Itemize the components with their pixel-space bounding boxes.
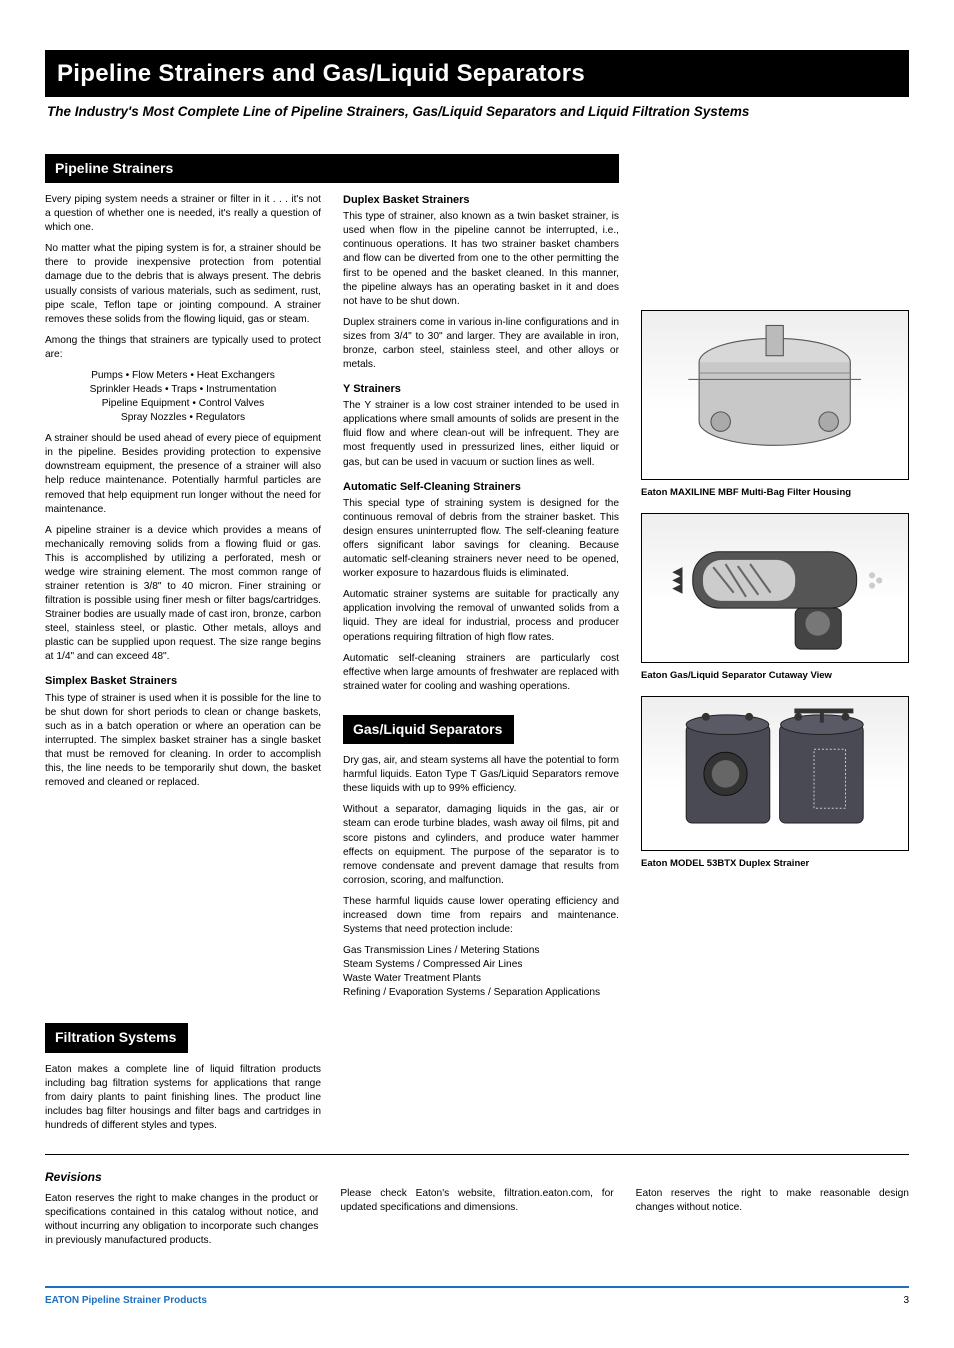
col: Revisions Eaton reserves the right to ma… (45, 1165, 318, 1254)
page-title-bar: Pipeline Strainers and Gas/Liquid Separa… (45, 50, 909, 97)
section-separators: Gas/Liquid Separators (343, 715, 514, 744)
para: This type of strainer is used when it is… (45, 692, 321, 791)
page-number: 3 (903, 1294, 909, 1308)
divider (45, 1154, 909, 1155)
figure-caption: Eaton Gas/Liquid Separator Cutaway View (641, 669, 909, 682)
para: A pipeline strainer is a device which pr… (45, 524, 321, 665)
heading-y: Y Strainers (343, 382, 619, 397)
page-subtitle: The Industry's Most Complete Line of Pip… (45, 103, 909, 122)
col-right: Duplex Basket Strainers This type of str… (343, 193, 619, 1007)
para: Without a separator, damaging liquids in… (343, 803, 619, 887)
figure-caption: Eaton MAXILINE MBF Multi-Bag Filter Hous… (641, 486, 909, 499)
para: Every piping system needs a strainer or … (45, 193, 321, 235)
upper-region: Pipeline Strainers Every piping system n… (45, 150, 909, 1140)
para: Eaton reserves the right to make reasona… (636, 1187, 909, 1215)
para: Automatic strainer systems are suitable … (343, 588, 619, 644)
bullet-list: Gas Transmission Lines / Metering Statio… (343, 944, 619, 1000)
filtration-block: Filtration Systems Eaton makes a complet… (45, 1019, 619, 1140)
para: Please check Eaton's website, filtration… (340, 1187, 613, 1215)
heading-auto: Automatic Self-Cleaning Strainers (343, 480, 619, 495)
para: The Y strainer is a low cost strainer in… (343, 399, 619, 469)
figure-separator (641, 513, 909, 663)
text-area: Pipeline Strainers Every piping system n… (45, 150, 619, 1140)
heading-duplex: Duplex Basket Strainers (343, 193, 619, 208)
figure-column: Eaton MAXILINE MBF Multi-Bag Filter Hous… (641, 150, 909, 1140)
revisions-heading: Revisions (45, 1169, 318, 1186)
para: This type of strainer, also known as a t… (343, 210, 619, 309)
page-footer: EATON Pipeline Strainer Products 3 (45, 1286, 909, 1308)
para: This special type of straining system is… (343, 497, 619, 581)
figure-caption: Eaton MODEL 53BTX Duplex Strainer (641, 857, 909, 870)
col-left: Every piping system needs a strainer or … (45, 193, 321, 1007)
figure-multibag (641, 310, 909, 480)
footer-left: EATON Pipeline Strainer Products (45, 1294, 207, 1308)
para: Automatic self-cleaning strainers are pa… (343, 652, 619, 694)
para: Duplex strainers come in various in-line… (343, 316, 619, 372)
para: A strainer should be used ahead of every… (45, 432, 321, 516)
col: Eaton reserves the right to make reasona… (636, 1165, 909, 1254)
para: These harmful liquids cause lower operat… (343, 895, 619, 937)
separator-cutaway-icon (655, 521, 894, 654)
disclaimer-region: Revisions Eaton reserves the right to ma… (45, 1165, 909, 1254)
filter-housing-icon (655, 319, 894, 470)
para: Among the things that strainers are typi… (45, 334, 321, 362)
para: Dry gas, air, and steam systems all have… (343, 754, 619, 796)
page-title: Pipeline Strainers and Gas/Liquid Separa… (57, 57, 897, 90)
bullet-list: Pumps • Flow Meters • Heat Exchangers Sp… (45, 369, 321, 425)
para: Eaton makes a complete line of liquid fi… (45, 1063, 321, 1133)
para: Eaton reserves the right to make changes… (45, 1192, 318, 1248)
section-filtration: Filtration Systems (45, 1023, 188, 1052)
col: Please check Eaton's website, filtration… (340, 1165, 613, 1254)
heading-simplex: Simplex Basket Strainers (45, 674, 321, 689)
section-strainers: Pipeline Strainers (45, 154, 619, 183)
strainers-columns: Every piping system needs a strainer or … (45, 193, 619, 1007)
duplex-strainer-icon (655, 705, 894, 843)
para: No matter what the piping system is for,… (45, 242, 321, 326)
figure-duplex (641, 696, 909, 851)
